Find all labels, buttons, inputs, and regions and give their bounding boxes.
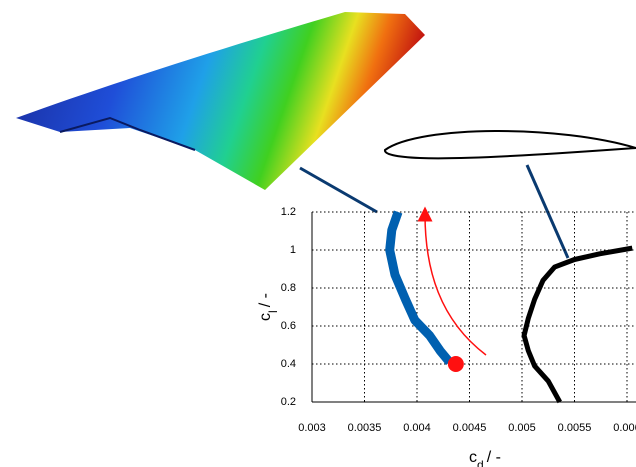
y-tick-label: 0.2 <box>281 396 296 408</box>
x-tick-label: 0.0045 <box>453 422 487 434</box>
x-tick-label: 0.0055 <box>558 422 592 434</box>
y-tick-label: 0.4 <box>281 358 296 370</box>
xlabel-sub: d <box>477 458 484 467</box>
ylabel-title: cl / - <box>257 293 280 321</box>
y-tick-label: 0.6 <box>281 320 296 332</box>
ylabel-sub: l <box>266 310 280 313</box>
y-tick-label: 0.8 <box>281 282 296 294</box>
series-line <box>524 248 632 402</box>
wing-render <box>16 12 425 190</box>
ylabel-base: c <box>257 313 274 321</box>
xlabel-base: c <box>469 449 477 466</box>
x-tick-label: 0.004 <box>403 422 431 434</box>
figure: 0.003 0.0035 0.004 0.0045 0.005 0.0055 0.006 0.… <box>0 0 636 467</box>
trend-arrow <box>425 214 486 355</box>
x-tick-label: 0.006 <box>613 422 636 434</box>
y-tick-label: 1 <box>290 244 296 256</box>
point <box>448 356 464 372</box>
y-tick-label: 1.2 <box>281 206 296 218</box>
x-tick-label: 0.005 <box>508 422 536 434</box>
xlabel-title: cd/ - <box>469 449 501 467</box>
xlabel-suffix: / - <box>487 449 501 466</box>
series-line <box>390 212 450 362</box>
x-tick-label: 0.003 <box>298 422 326 434</box>
connector <box>300 168 377 212</box>
plot: 0.003 0.0035 0.004 0.0045 0.005 0.0055 0.006 0.… <box>257 206 636 467</box>
airfoil <box>385 131 636 158</box>
ylabel-suffix: / - <box>257 293 274 307</box>
x-tick-label: 0.0035 <box>348 422 382 434</box>
